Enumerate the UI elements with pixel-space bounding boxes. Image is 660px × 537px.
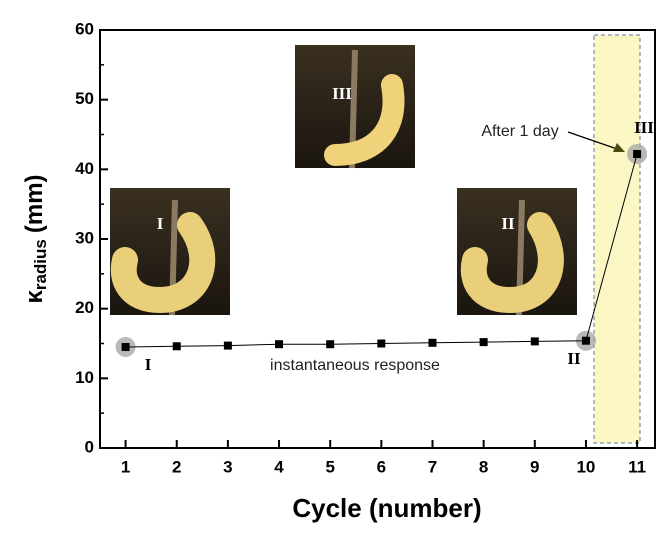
- x-tick-label: 10: [576, 457, 595, 476]
- data-point: [377, 339, 386, 348]
- annotation-arrow: [567, 131, 621, 151]
- photo: [110, 188, 230, 316]
- point-label: III: [634, 118, 654, 137]
- x-tick-label: 5: [325, 457, 334, 476]
- y-label-symbol: κ: [21, 290, 48, 304]
- x-tick-label: 8: [479, 457, 488, 476]
- y-tick-label: 60: [75, 19, 94, 38]
- y-label-subscript: radius: [31, 239, 50, 290]
- photo-label: II: [501, 214, 515, 233]
- data-point: [479, 338, 488, 347]
- x-axis-label: Cycle (number): [292, 493, 481, 523]
- y-tick-label: 50: [75, 89, 94, 108]
- data-point: [121, 342, 130, 351]
- photo-label: III: [332, 84, 352, 103]
- point-label: II: [567, 349, 581, 368]
- y-tick-label: 10: [75, 368, 94, 387]
- y-tick-label: 40: [75, 159, 94, 178]
- annotation: instantaneous response: [270, 357, 440, 374]
- arrow-head: [613, 143, 625, 152]
- x-tick-label: 2: [172, 457, 181, 476]
- data-point: [275, 340, 284, 349]
- x-tick-label: 7: [428, 457, 437, 476]
- data-point: [633, 150, 642, 159]
- x-tick-label: 9: [530, 457, 539, 476]
- highlight-span: [593, 34, 641, 444]
- y-tick-label: 30: [75, 228, 94, 247]
- y-label-unit: (mm): [21, 174, 48, 233]
- data-point: [530, 337, 539, 346]
- data-point: [581, 336, 590, 345]
- annotation: After 1 day: [481, 123, 558, 140]
- data-point: [172, 342, 181, 351]
- y-tick-label: 20: [75, 298, 94, 317]
- x-tick-label: 6: [377, 457, 386, 476]
- point-label: I: [145, 355, 152, 374]
- data-point: [428, 338, 437, 347]
- x-tick-label: 1: [121, 457, 130, 476]
- y-tick-label: 0: [85, 437, 94, 456]
- photo-label: I: [157, 214, 164, 233]
- photo: [295, 45, 415, 169]
- y-axis-label: κradius (mm): [21, 174, 50, 303]
- data-point: [326, 340, 335, 349]
- photo: [457, 188, 577, 316]
- x-tick-label: 11: [628, 457, 646, 476]
- x-tick-label: 3: [223, 457, 232, 476]
- x-tick-label: 4: [274, 457, 284, 476]
- data-point: [223, 341, 232, 350]
